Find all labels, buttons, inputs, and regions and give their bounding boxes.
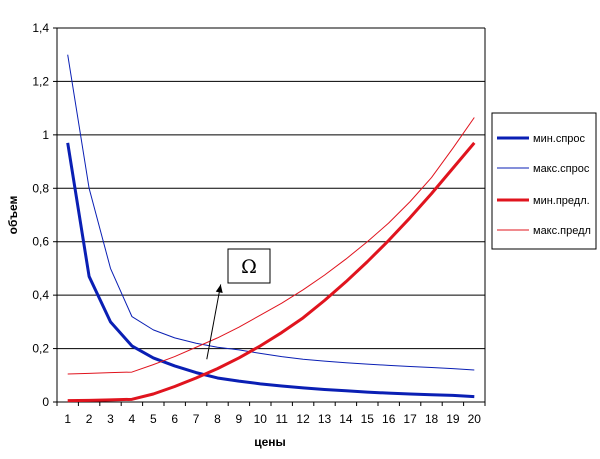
y-tick-label-1: 0,2 (32, 342, 49, 356)
x-tick-labels: 1 2 3 4 5 6 7 8 9 10 11 12 13 14 15 16 17 18 19 20 (56, 402, 486, 426)
annotation: Ω (206, 248, 271, 360)
x-tick-label-20: 20 (468, 412, 482, 426)
legend-label-0: мин.спрос (533, 133, 586, 145)
x-tick-label-3: 3 (107, 412, 114, 426)
x-tick-label-14: 14 (339, 412, 353, 426)
y-tick-label-3: 0,6 (32, 235, 49, 249)
grid-lines (57, 27, 485, 350)
plot-frame (56, 28, 486, 403)
x-tick-label-6: 6 (171, 412, 178, 426)
legend-label-3: макс.предл (533, 225, 591, 237)
y-tick-label-0: 0 (42, 395, 49, 409)
x-tick-label-5: 5 (150, 412, 157, 426)
x-tick-label-7: 7 (193, 412, 200, 426)
y-axis-title: объем (6, 196, 20, 235)
legend: мин.спрос макс.спрос мин.предл. макс.предл (491, 112, 597, 250)
series-line-1 (67, 54, 475, 371)
y-tick-label-6: 1,2 (32, 74, 49, 88)
y-tick-label-5: 1 (42, 128, 49, 142)
x-tick-label-1: 1 (64, 412, 71, 426)
x-axis-title: цены (254, 435, 286, 449)
x-tick-label-9: 9 (236, 412, 243, 426)
x-tick-label-4: 4 (129, 412, 136, 426)
y-tick-labels: 0 0,2 0,4 0,6 0,8 1 1,2 1,4 (32, 21, 57, 409)
legend-label-1: макс.спрос (533, 163, 590, 175)
x-tick-label-8: 8 (214, 412, 221, 426)
series-layer (66, 54, 476, 403)
x-tick-label-16: 16 (382, 412, 396, 426)
series-line-0 (66, 142, 475, 399)
x-tick-label-11: 11 (275, 412, 288, 426)
x-tick-label-17: 17 (403, 412, 417, 426)
legend-box (491, 112, 597, 250)
x-tick-label-18: 18 (425, 412, 439, 426)
series-line-3 (67, 117, 475, 375)
x-tick-label-10: 10 (254, 412, 268, 426)
annotation-arrowhead (215, 284, 223, 293)
annotation-label: Ω (241, 256, 257, 278)
y-tick-label-4: 0,8 (32, 181, 49, 195)
annotation-arrow (206, 284, 222, 360)
x-tick-label-15: 15 (361, 412, 375, 426)
x-tick-label-19: 19 (446, 412, 460, 426)
x-tick-label-12: 12 (296, 412, 310, 426)
annotation-box (227, 248, 271, 284)
legend-label-2: мин.предл. (533, 195, 590, 207)
x-tick-label-13: 13 (318, 412, 332, 426)
x-tick-label-2: 2 (86, 412, 93, 426)
series-line-2 (67, 141, 476, 403)
y-tick-label-2: 0,4 (32, 288, 49, 302)
y-tick-label-7: 1,4 (32, 21, 49, 35)
